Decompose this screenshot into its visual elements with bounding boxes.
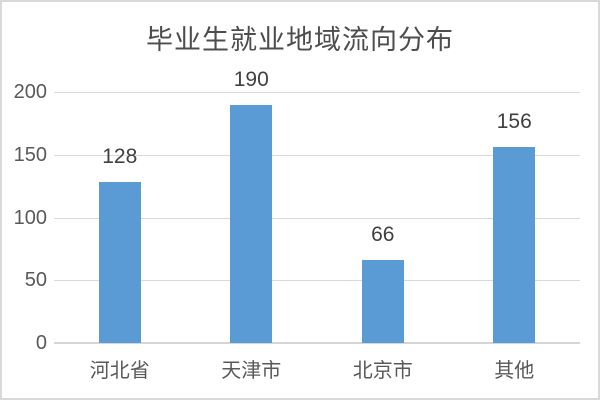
- y-axis-tick-150: 150: [13, 143, 47, 166]
- gridline-150: [54, 154, 580, 156]
- y-axis-tick-0: 0: [35, 332, 47, 354]
- data-label-3: 156: [496, 110, 532, 134]
- y-axis-tick-100: 100: [13, 206, 47, 229]
- category-label-2: 北京市: [352, 358, 413, 382]
- chart-title: 毕业生就业地域流向分布: [146, 25, 454, 56]
- gridline-200: [54, 92, 580, 93]
- y-axis-tick-200: 200: [13, 81, 47, 103]
- category-label-0: 河北省: [89, 358, 150, 382]
- data-label-0: 128: [102, 145, 138, 169]
- gridline-0: [54, 342, 580, 344]
- bar-1: [230, 104, 273, 343]
- gridline-50: [54, 280, 580, 282]
- data-label-2: 66: [371, 223, 395, 247]
- category-label-1: 天津市: [221, 358, 282, 382]
- bar-3: [493, 147, 536, 343]
- bar-0: [98, 182, 141, 343]
- y-axis-tick-50: 50: [24, 269, 47, 292]
- bar-2: [361, 260, 404, 343]
- gridline-100: [54, 217, 580, 219]
- data-label-1: 190: [233, 67, 269, 91]
- category-label-3: 其他: [494, 358, 535, 382]
